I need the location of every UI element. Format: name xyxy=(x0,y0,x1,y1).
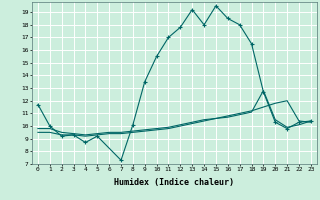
X-axis label: Humidex (Indice chaleur): Humidex (Indice chaleur) xyxy=(115,178,234,187)
